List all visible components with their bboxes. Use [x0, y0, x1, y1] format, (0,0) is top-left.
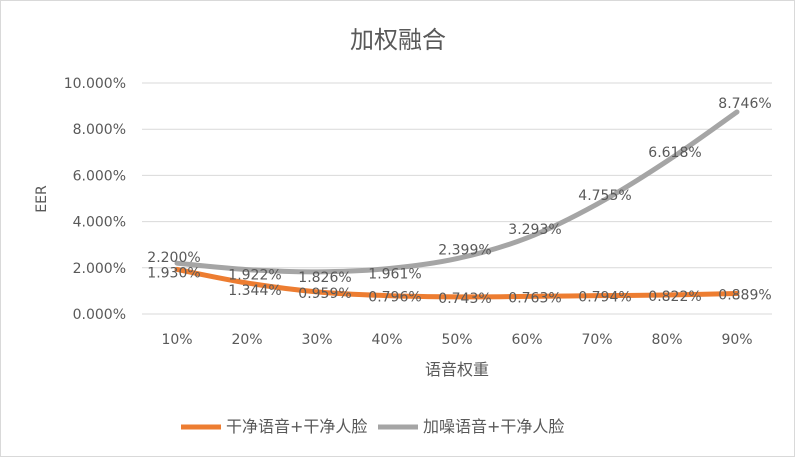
data-label: 0.796%	[368, 290, 421, 306]
y-tick-label: 2.000%	[73, 261, 126, 277]
data-label: 0.822%	[648, 289, 701, 305]
data-label: 2.399%	[438, 243, 491, 259]
data-label: 8.746%	[718, 96, 771, 112]
data-label: 1.930%	[147, 265, 200, 281]
data-label: 1.961%	[368, 267, 421, 283]
data-label: 0.959%	[298, 286, 351, 302]
data-label: 6.618%	[648, 145, 701, 161]
y-tick-label: 4.000%	[73, 215, 126, 231]
series-line-0	[174, 266, 740, 300]
x-tick-label: 30%	[301, 332, 332, 348]
data-label: 0.794%	[578, 290, 631, 306]
x-tick-label: 10%	[161, 332, 192, 348]
x-tick-label: 70%	[581, 332, 612, 348]
y-tick-label: 6.000%	[73, 168, 126, 184]
legend-label: 干净语音+干净人脸	[226, 417, 367, 436]
series-line-1	[174, 109, 740, 275]
x-tick-label: 90%	[721, 332, 752, 348]
data-label: 0.763%	[508, 290, 561, 306]
data-label: 2.200%	[147, 250, 200, 266]
x-tick-label: 20%	[231, 332, 262, 348]
legend-label: 加噪语音+干净人脸	[423, 417, 564, 436]
y-axis-label: EER	[34, 185, 50, 213]
y-tick-label: 8.000%	[73, 122, 126, 138]
data-label: 4.755%	[578, 188, 631, 204]
data-label: 1.344%	[228, 283, 281, 299]
x-tick-label: 40%	[371, 332, 402, 348]
data-label: 0.743%	[438, 291, 491, 307]
x-tick-label: 50%	[441, 332, 472, 348]
data-label: 3.293%	[508, 222, 561, 238]
y-tick-label: 10.000%	[64, 76, 126, 92]
x-tick-label: 80%	[651, 332, 682, 348]
data-label: 1.922%	[228, 268, 281, 284]
x-axis-label: 语音权重	[425, 360, 489, 379]
data-label: 0.889%	[718, 287, 771, 303]
chart-title: 加权融合	[350, 26, 446, 54]
y-tick-label: 0.000%	[73, 307, 126, 323]
data-label: 1.826%	[298, 270, 351, 286]
x-tick-label: 60%	[511, 332, 542, 348]
